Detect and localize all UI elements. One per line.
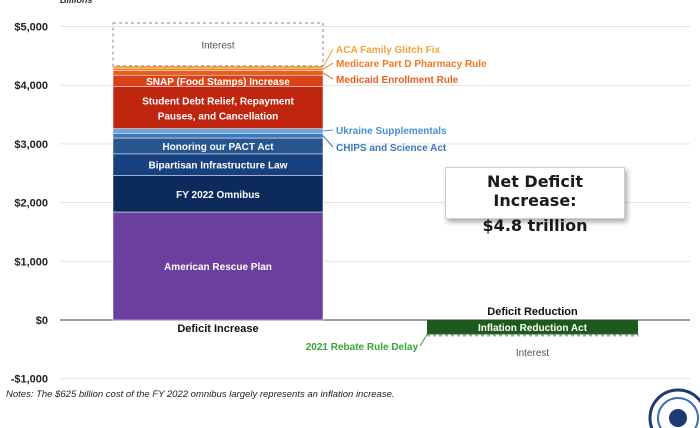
segment-callout-label: ACA Family Glitch Fix: [336, 45, 441, 56]
segment-label: Interest: [201, 40, 235, 51]
segment-label: Interest: [516, 348, 550, 359]
segment-medicaid-enrollment-rule: [112, 70, 324, 76]
y-tick-label: $5,000: [14, 22, 48, 34]
chart-note: Notes: The $625 billion cost of the FY 2…: [6, 389, 395, 400]
leader-line: [419, 334, 428, 347]
stacked-bar-chart: Billions -$1,000 $0 $1,000 $2,000 $3,000 $4,00…: [11, 0, 690, 386]
organization-seal-logo: [648, 388, 700, 428]
segment-aca-family-glitch-fix: [112, 65, 324, 69]
leader-line: [322, 129, 334, 132]
segment-interest: [112, 22, 324, 67]
segment-label: FY 2022 Omnibus: [176, 190, 260, 201]
y-tick-label: $1,000: [14, 256, 48, 268]
segment-label: Bipartisan Infrastructure Law: [149, 161, 288, 172]
leader-line: [322, 62, 334, 70]
segment-fy-2022-omnibus: [112, 175, 324, 213]
chart-stage: Billions -$1,000 $0 $1,000 $2,000 $3,000 $4,00…: [6, 0, 700, 428]
callout-title: Net Deficit Increase:: [486, 172, 584, 210]
segment-label: Inflation Reduction Act: [478, 323, 588, 334]
leader-line: [322, 72, 334, 80]
segment-label: Pauses, and Cancellation: [158, 112, 279, 123]
x-category-label: Deficit Increase: [177, 323, 258, 335]
segment-callout-label: Medicaid Enrollment Rule: [336, 75, 459, 86]
segment-inflation-reduction-act: [427, 320, 638, 334]
net-deficit-callout: Net Deficit Increase: $4.8 trillion: [445, 167, 625, 235]
y-tick-label: $3,000: [14, 139, 48, 151]
segment-label: SNAP (Food Stamps) Increase: [146, 77, 290, 88]
y-tick-label: $4,000: [14, 80, 48, 92]
callout-value: $4.8 trillion: [482, 216, 588, 235]
segment-medicare-part-d-pharmacy-rule: [112, 67, 324, 71]
y-axis-title: Billions: [60, 0, 93, 5]
segment-label: Honoring our PACT Act: [162, 142, 274, 153]
segment-callout-label: Medicare Part D Pharmacy Rule: [336, 59, 487, 70]
segment-label: Student Debt Relief, Repayment: [142, 97, 294, 108]
y-tick-label: $0: [36, 315, 48, 327]
y-tick-label: -$1,000: [11, 374, 48, 386]
segment-ukraine-supplementals: [112, 128, 324, 134]
segment-student-debt-relief-repayment-pauses-and-cancellation: [112, 86, 324, 129]
segment-interest: [426, 334, 639, 337]
segment-label: American Rescue Plan: [164, 262, 272, 273]
segment-callout-label: Ukraine Supplementals: [336, 126, 447, 137]
leader-line: [322, 135, 334, 148]
segment-callout-label: CHIPS and Science Act: [336, 143, 447, 154]
y-tick-label: $2,000: [14, 198, 48, 210]
leader-line: [322, 48, 334, 68]
x-category-label: Deficit Reduction: [487, 306, 578, 318]
segment-chips-and-science-act: [112, 133, 324, 139]
segment-2021-rebate-rule-delay: [427, 333, 638, 335]
segment-callout-label: 2021 Rebate Rule Delay: [306, 342, 419, 353]
